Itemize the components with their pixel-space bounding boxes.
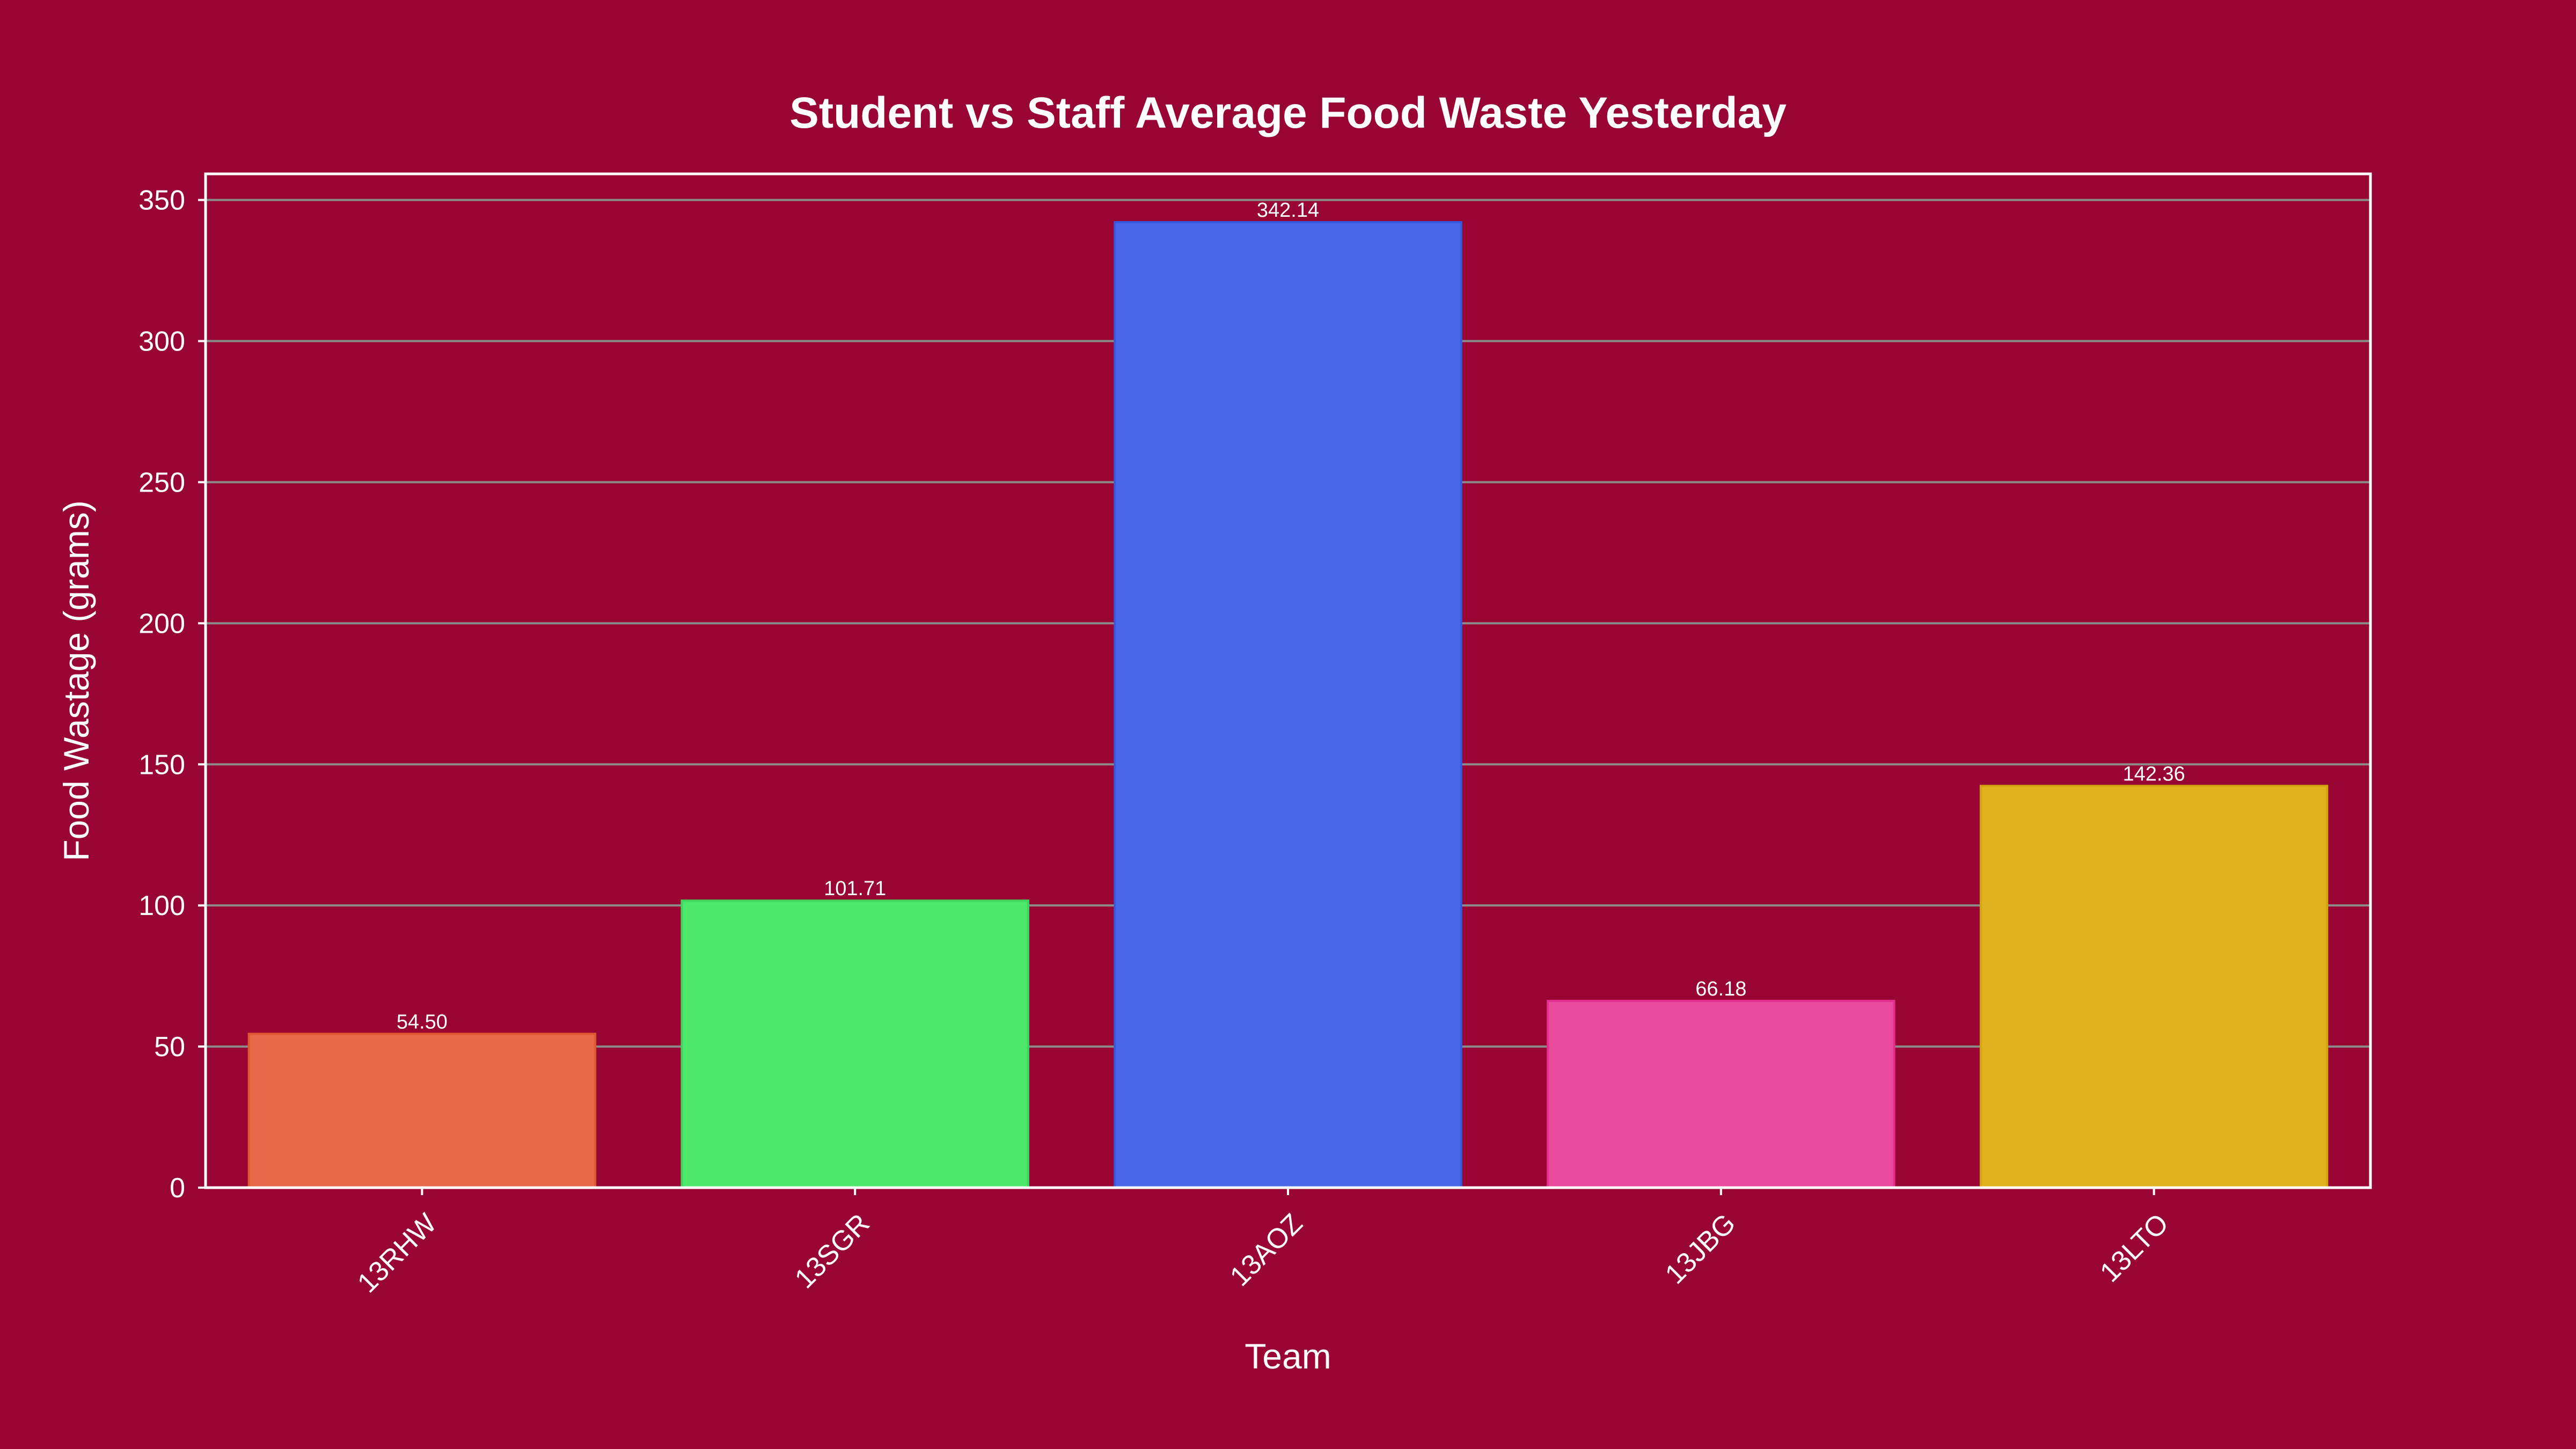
y-tick-label: 350 bbox=[138, 185, 185, 216]
y-axis-ticks: 0 50 100 150 200 250 300 350 bbox=[138, 185, 206, 1204]
y-axis-label: Food Wastage (grams) bbox=[56, 500, 96, 861]
data-label-13jbg: 66.18 bbox=[1695, 978, 1746, 1000]
y-tick-label: 100 bbox=[138, 890, 185, 921]
bar-13lto bbox=[1979, 785, 2329, 1189]
data-label-13sgr: 101.71 bbox=[824, 877, 886, 900]
y-tick-label: 200 bbox=[138, 608, 185, 639]
bar-13rhw bbox=[247, 1033, 597, 1189]
x-tick-label-13rhw: 13RHW bbox=[352, 1208, 443, 1299]
x-tick-label-13jbg: 13JBG bbox=[1659, 1208, 1741, 1290]
x-axis-label: Team bbox=[1245, 1336, 1331, 1376]
x-tick-label-13sgr: 13SGR bbox=[789, 1208, 876, 1294]
bar-layer bbox=[247, 221, 2329, 1189]
data-label-13aoz: 342.14 bbox=[1257, 199, 1319, 222]
y-tick-label: 0 bbox=[170, 1173, 185, 1204]
data-label-13rhw: 54.50 bbox=[397, 1011, 448, 1033]
y-tick-label: 150 bbox=[138, 749, 185, 780]
bar-13aoz bbox=[1114, 221, 1462, 1189]
x-axis-ticks: 13RHW 13SGR 13AOZ 13JBG 13LTO bbox=[352, 1188, 2175, 1299]
x-tick-label-13aoz: 13AOZ bbox=[1224, 1208, 1308, 1292]
y-tick-label: 250 bbox=[138, 467, 185, 498]
y-tick-label: 300 bbox=[138, 326, 185, 357]
data-labels: 54.50 101.71 342.14 66.18 142.36 bbox=[397, 199, 2185, 1033]
bar-13sgr bbox=[680, 899, 1029, 1189]
y-tick-label: 50 bbox=[154, 1031, 185, 1063]
x-tick-label-13lto: 13LTO bbox=[2094, 1208, 2175, 1288]
bar-13jbg bbox=[1547, 1000, 1896, 1189]
chart-title: Student vs Staff Average Food Waste Yest… bbox=[789, 89, 1787, 137]
data-label-13lto: 142.36 bbox=[2123, 763, 2185, 785]
